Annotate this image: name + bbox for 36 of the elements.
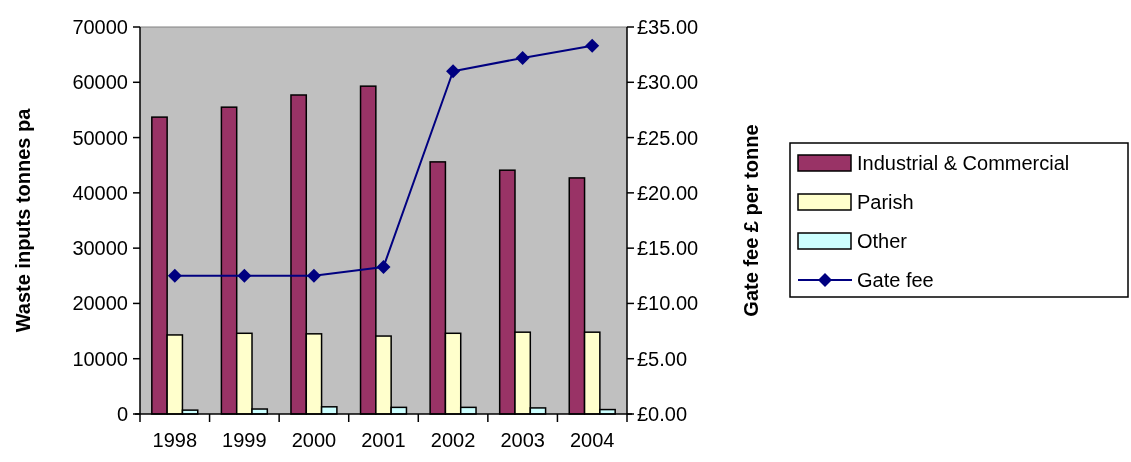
legend-label: Gate fee bbox=[857, 269, 934, 291]
point bbox=[515, 50, 530, 65]
y2-tick-label: £15.00 bbox=[637, 237, 699, 260]
y2-tick-label: £10.00 bbox=[637, 292, 699, 315]
y-tick-label: 40000 bbox=[72, 181, 128, 204]
y-axis-title: Waste inputs tonnes pa bbox=[12, 107, 34, 333]
y2-tick-label: £25.00 bbox=[637, 126, 699, 149]
x-tick-label: 1999 bbox=[222, 429, 267, 451]
point bbox=[237, 268, 252, 283]
point bbox=[376, 259, 391, 274]
y2-tick-label: £20.00 bbox=[637, 181, 699, 204]
y-tick-label: 30000 bbox=[72, 237, 128, 260]
point bbox=[167, 268, 182, 283]
y-tick-label: 0 bbox=[116, 403, 128, 425]
y-tick-label: 10000 bbox=[72, 347, 128, 370]
point bbox=[446, 64, 461, 79]
legend-label: Other bbox=[857, 230, 908, 252]
y2-axis-title: Gate fee £ per tonne bbox=[740, 124, 762, 317]
x-tick-label: 2003 bbox=[500, 429, 545, 451]
point bbox=[306, 268, 321, 283]
x-tick-label: 2002 bbox=[430, 429, 476, 451]
x-tick-label: 1998 bbox=[152, 429, 198, 451]
legend-label: Industrial & Commercial bbox=[857, 152, 1070, 174]
x-tick-label: 2000 bbox=[291, 429, 337, 451]
x-tick-label: 2001 bbox=[361, 429, 406, 451]
y2-tick-label: £5.00 bbox=[637, 347, 688, 370]
point bbox=[585, 38, 600, 53]
y-tick-label: 70000 bbox=[72, 16, 128, 38]
x-tick-label: 2004 bbox=[569, 429, 615, 451]
legend-label: Parish bbox=[857, 191, 914, 213]
y-tick-label: 20000 bbox=[72, 292, 128, 315]
y2-tick-label: £35.00 bbox=[637, 16, 699, 38]
y2-tick-label: £0.00 bbox=[637, 403, 688, 425]
y-tick-label: 60000 bbox=[72, 71, 128, 94]
y-tick-label: 50000 bbox=[72, 126, 128, 149]
y2-tick-label: £30.00 bbox=[637, 71, 699, 94]
